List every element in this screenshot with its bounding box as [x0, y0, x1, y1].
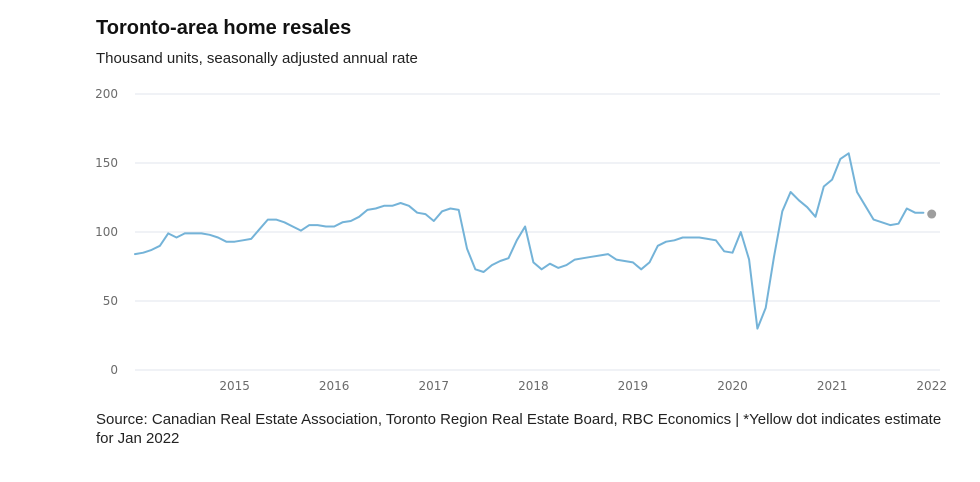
y-axis-ticks: 0 50 100 150 200: [95, 87, 118, 377]
line-chart: 0 50 100 150 200 2015 2016 2017 2018 2019 2020 202…: [95, 87, 947, 393]
y-tick-label: 0: [110, 363, 118, 377]
chart-subtitle: Thousand units, seasonally adjusted annu…: [96, 50, 418, 67]
chart-title: Toronto-area home resales: [96, 17, 352, 39]
grid-lines: [135, 93, 940, 371]
y-tick-label: 100: [95, 225, 118, 239]
source-note: Source: Canadian Real Estate Association…: [96, 411, 942, 447]
x-tick-label: 2018: [518, 379, 549, 393]
estimate-dot: [927, 209, 937, 219]
series-line: [134, 152, 925, 330]
x-tick-label: 2022: [916, 379, 947, 393]
x-tick-label: 2019: [618, 379, 649, 393]
x-axis-ticks: 2015 2016 2017 2018 2019 2020 2021 2022: [219, 379, 947, 393]
y-tick-label: 150: [95, 156, 118, 170]
y-tick-label: 50: [103, 294, 118, 308]
x-tick-label: 2017: [418, 379, 449, 393]
x-tick-label: 2020: [717, 379, 748, 393]
x-tick-label: 2016: [319, 379, 350, 393]
y-tick-label: 200: [95, 87, 118, 101]
series-layer: [134, 152, 937, 330]
x-tick-label: 2021: [817, 379, 848, 393]
x-tick-label: 2015: [219, 379, 250, 393]
